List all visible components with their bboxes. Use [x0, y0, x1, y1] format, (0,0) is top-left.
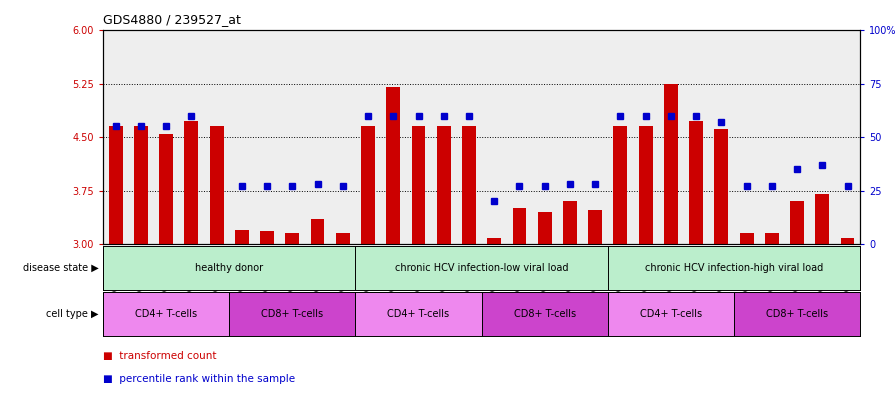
Text: CD4+ T-cells: CD4+ T-cells — [135, 309, 197, 319]
Text: healthy donor: healthy donor — [195, 263, 263, 273]
Bar — [286, 233, 299, 244]
Text: chronic HCV infection-high viral load: chronic HCV infection-high viral load — [645, 263, 823, 273]
Text: CD8+ T-cells: CD8+ T-cells — [766, 309, 828, 319]
Bar — [411, 127, 426, 244]
Bar — [589, 210, 602, 244]
Bar — [260, 231, 274, 244]
Bar — [513, 208, 526, 244]
Bar — [386, 87, 401, 244]
Bar — [229, 292, 356, 336]
Bar — [487, 238, 501, 244]
Bar — [210, 127, 223, 244]
Text: CD4+ T-cells: CD4+ T-cells — [640, 309, 702, 319]
Bar — [462, 127, 476, 244]
Bar — [790, 201, 804, 244]
Bar — [740, 233, 754, 244]
Text: GDS4880 / 239527_at: GDS4880 / 239527_at — [103, 13, 241, 26]
Bar — [235, 230, 249, 244]
Bar — [689, 121, 703, 244]
Bar — [765, 233, 779, 244]
Bar — [563, 201, 577, 244]
Text: chronic HCV infection-low viral load: chronic HCV infection-low viral load — [395, 263, 568, 273]
Bar — [538, 212, 552, 244]
Bar — [134, 127, 148, 244]
Bar — [639, 127, 652, 244]
Bar — [664, 84, 677, 244]
Text: CD8+ T-cells: CD8+ T-cells — [513, 309, 576, 319]
Bar — [356, 292, 482, 336]
Bar — [815, 194, 829, 244]
Text: ■  transformed count: ■ transformed count — [103, 351, 217, 361]
Bar — [734, 292, 860, 336]
Bar — [108, 127, 123, 244]
Bar — [482, 292, 607, 336]
Bar — [159, 134, 173, 244]
Bar — [311, 219, 324, 244]
Text: CD8+ T-cells: CD8+ T-cells — [262, 309, 323, 319]
Bar — [714, 129, 728, 244]
Text: CD4+ T-cells: CD4+ T-cells — [387, 309, 450, 319]
Bar — [361, 127, 375, 244]
Bar — [840, 238, 855, 244]
Text: ■  percentile rank within the sample: ■ percentile rank within the sample — [103, 374, 295, 384]
Text: disease state ▶: disease state ▶ — [22, 263, 99, 273]
Bar — [103, 292, 229, 336]
Text: cell type ▶: cell type ▶ — [46, 309, 99, 319]
Bar — [607, 292, 734, 336]
Bar — [614, 127, 627, 244]
Bar — [185, 121, 198, 244]
Bar — [437, 127, 451, 244]
Bar — [336, 233, 349, 244]
